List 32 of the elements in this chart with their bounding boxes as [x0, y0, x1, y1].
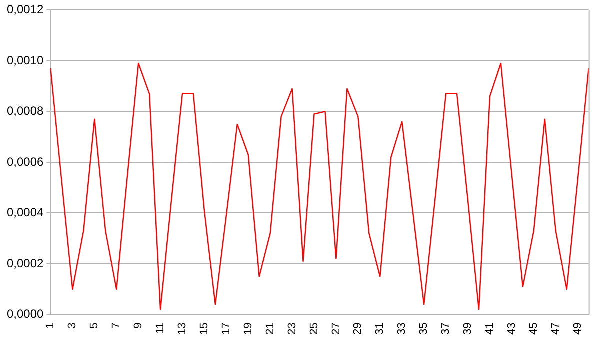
- y-tick-label: 0,0008: [7, 104, 44, 118]
- y-tick-label: 0,0002: [7, 256, 44, 270]
- x-tick-label: 9: [132, 322, 145, 329]
- y-tick-label: 0,0010: [7, 53, 44, 68]
- x-tick-label: 45: [528, 322, 540, 336]
- x-tick-label: 27: [330, 322, 342, 336]
- x-tick-label: 47: [550, 322, 562, 336]
- x-tick-label: 15: [198, 322, 210, 336]
- x-tick-label: 49: [572, 322, 584, 336]
- x-tick-label: 37: [440, 322, 452, 336]
- y-tick-label: 0,0012: [7, 2, 44, 17]
- x-tick-label: 29: [352, 322, 364, 336]
- x-tick-label: 43: [506, 322, 518, 336]
- x-tick-label: 25: [308, 322, 320, 336]
- x-tick-label: 5: [88, 322, 101, 329]
- x-tick-label: 17: [220, 322, 232, 336]
- x-tick-label: 11: [154, 322, 167, 334]
- x-tick-label: 21: [264, 322, 276, 336]
- x-tick-label: 41: [484, 322, 496, 336]
- x-tick-label: 19: [242, 322, 254, 336]
- y-tick-label: 0,0000: [7, 307, 44, 322]
- y-tick-label: 0,0004: [7, 206, 44, 220]
- x-tick-label: 13: [176, 322, 189, 336]
- x-tick-label: 3: [66, 322, 79, 329]
- x-tick-label: 23: [286, 322, 298, 336]
- x-tick-label: 39: [462, 322, 474, 336]
- x-tick-label: 1: [44, 322, 57, 329]
- y-tick-label: 0,0006: [7, 154, 44, 169]
- x-tick-label: 7: [110, 322, 123, 329]
- x-tick-label: 33: [396, 322, 408, 336]
- x-tick-label: 31: [374, 322, 386, 336]
- x-tick-label: 35: [418, 322, 430, 336]
